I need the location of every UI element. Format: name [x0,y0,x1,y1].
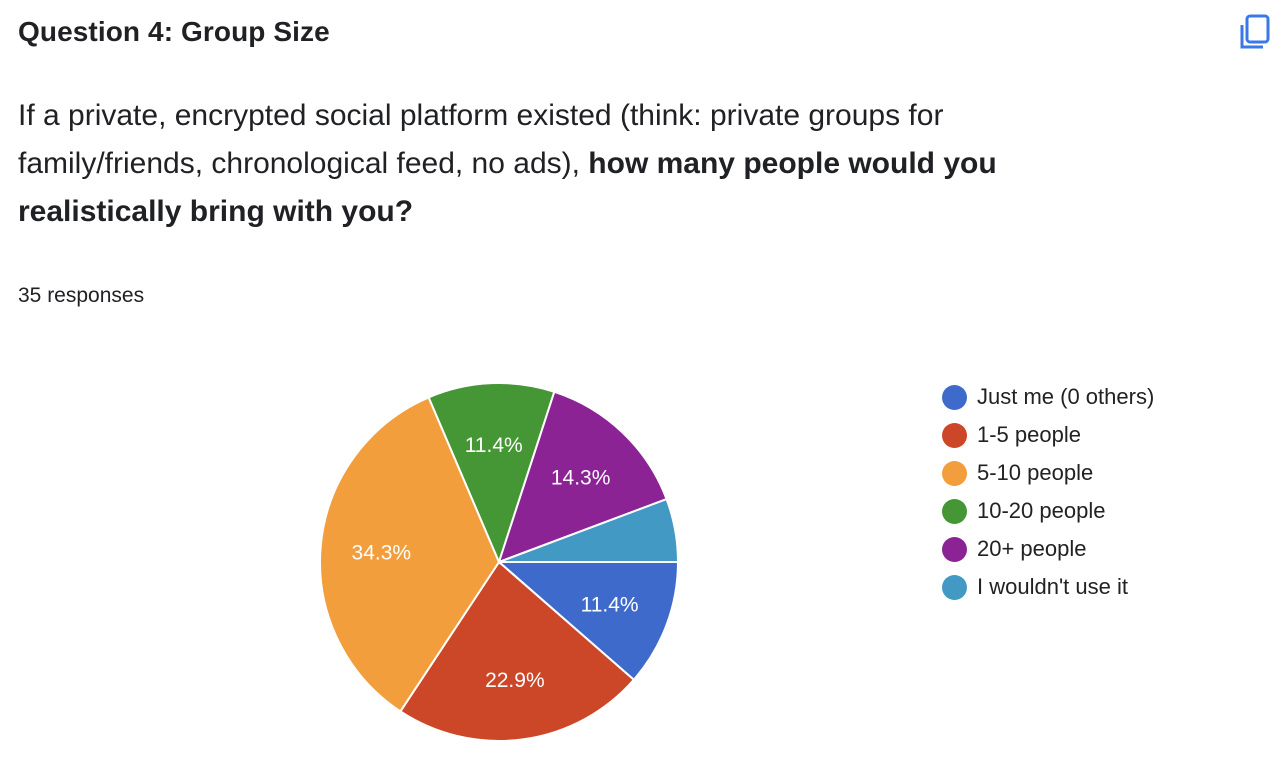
legend-label: I wouldn't use it [977,574,1128,599]
question-text: If a private, encrypted social platform … [18,92,1118,236]
legend-dot-icon [942,574,967,600]
pie-chart: 11.4% 22.9% 34.3% 11.4% 14.3% [0,340,1282,770]
slice-label: 34.3% [352,541,412,564]
legend-dot-icon [942,422,967,448]
pie-slice[interactable] [498,497,680,563]
legend-item-just-me[interactable]: Just me (0 others) [942,378,1154,416]
pie-slice[interactable] [319,396,501,713]
copy-icon [1240,14,1270,49]
pie-slice[interactable] [496,561,680,682]
slice-label: 14.3% [551,467,611,490]
slice-label: 22.9% [485,669,545,692]
pie-slice[interactable] [427,382,556,565]
legend-item-5-10[interactable]: 5-10 people [942,454,1154,492]
chart-legend: Just me (0 others) 1-5 people 5-10 peopl… [942,378,1154,606]
legend-label: 10-20 people [977,498,1106,523]
legend-item-10-20[interactable]: 10-20 people [942,492,1154,530]
legend-dot-icon [942,384,967,410]
legend-item-wouldnt-use[interactable]: I wouldn't use it [942,568,1154,606]
legend-label: 1-5 people [977,422,1081,447]
pie-slice[interactable] [497,390,668,564]
legend-item-1-5[interactable]: 1-5 people [942,416,1154,454]
slice-label: 11.4% [465,434,523,457]
legend-item-20-plus[interactable]: 20+ people [942,530,1154,568]
pie-slice[interactable] [399,560,636,742]
legend-label: 5-10 people [977,460,1094,485]
legend-dot-icon [942,498,967,524]
legend-dot-icon [942,536,967,562]
legend-label: 20+ people [977,536,1087,561]
responses-count: 35 responses [18,284,145,307]
legend-label: Just me (0 others) [977,384,1155,409]
pie-chart-svg: 11.4% 22.9% 34.3% 11.4% 14.3% [319,382,680,742]
question-text-bold: how many people would you realistically … [18,147,997,228]
question-text-regular: If a private, encrypted social platform … [18,99,944,180]
legend-dot-icon [942,460,967,486]
slice-label: 11.4% [581,594,639,617]
copy-chart-button[interactable] [1236,12,1276,52]
question-title: Question 4: Group Size [18,16,330,47]
